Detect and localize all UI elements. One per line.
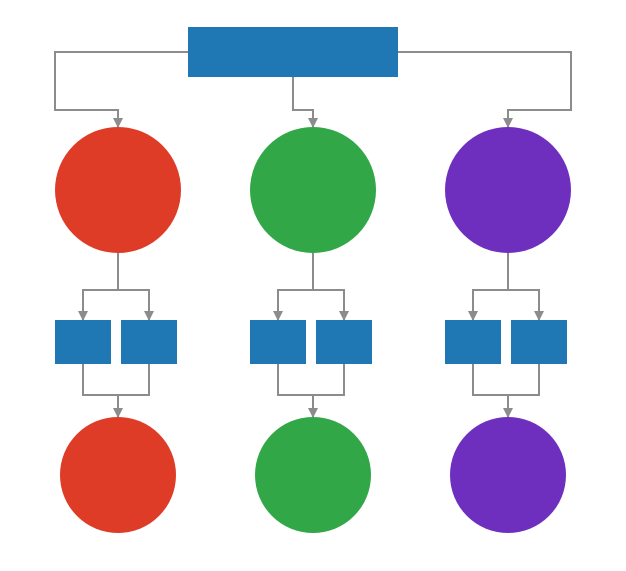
node-c2: [250, 127, 376, 253]
connector: [83, 253, 118, 320]
connector: [278, 253, 313, 320]
node-c1: [55, 127, 181, 253]
node-c3: [445, 127, 571, 253]
connector: [278, 364, 313, 395]
connector: [83, 364, 118, 395]
connector: [473, 364, 508, 395]
node-d3: [450, 417, 566, 533]
connector: [55, 52, 188, 127]
node-d2: [255, 417, 371, 533]
node-root: [188, 27, 398, 77]
node-b1a: [55, 320, 111, 364]
connector: [118, 253, 149, 320]
connector: [508, 364, 539, 395]
node-d1: [60, 417, 176, 533]
connector: [118, 364, 149, 395]
org-chart-diagram: [0, 0, 626, 571]
connector: [293, 77, 313, 127]
node-b2a: [250, 320, 306, 364]
connector: [313, 253, 344, 320]
node-b2b: [316, 320, 372, 364]
connector: [398, 52, 571, 127]
connector: [508, 253, 539, 320]
node-b3b: [511, 320, 567, 364]
connector: [313, 364, 344, 395]
connector: [473, 253, 508, 320]
node-b3a: [445, 320, 501, 364]
node-b1b: [121, 320, 177, 364]
